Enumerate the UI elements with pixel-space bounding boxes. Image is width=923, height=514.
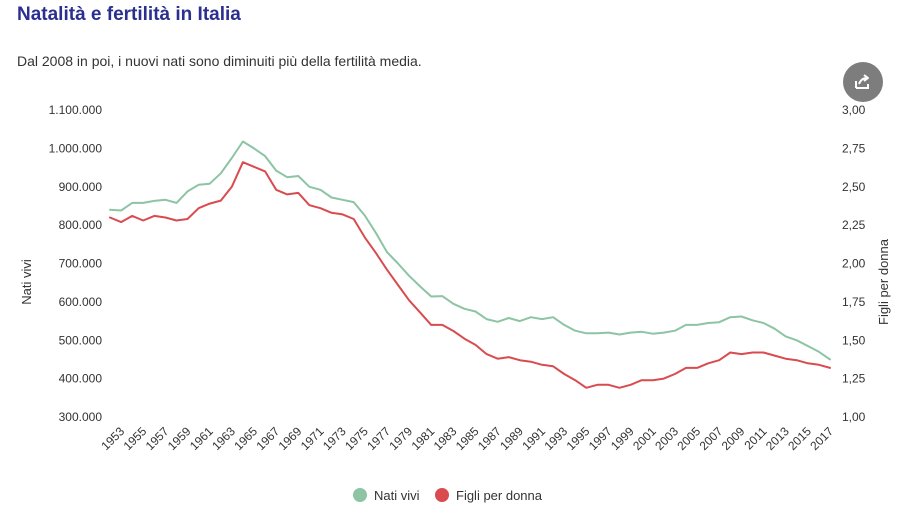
x-tick-label: 1989 [497, 424, 526, 453]
y2-tick-label: 2,50 [842, 180, 866, 194]
legend-nati-marker[interactable] [353, 488, 367, 502]
y2-tick-label: 1,75 [842, 295, 866, 309]
x-tick-label: 1991 [519, 424, 548, 453]
series-figli-per-donna-line[interactable] [109, 161, 831, 389]
y-axis-title: Nati vivi [19, 259, 34, 305]
legend-nati-label[interactable]: Nati vivi [374, 488, 420, 503]
y2-tick-label: 1,50 [842, 333, 866, 347]
x-tick-label: 1973 [320, 424, 349, 453]
y2-tick-label: 3,00 [842, 103, 866, 117]
x-tick-label: 2003 [652, 424, 681, 453]
x-tick-label: 1977 [364, 424, 393, 453]
x-tick-label: 1963 [209, 424, 238, 453]
share-icon [855, 74, 869, 89]
x-tick-label: 2009 [719, 424, 748, 453]
x-tick-label: 1995 [564, 424, 593, 453]
y2-tick-label: 2,75 [842, 141, 866, 155]
legend-figli-label[interactable]: Figli per donna [456, 488, 543, 503]
x-tick-label: 2013 [763, 424, 792, 453]
x-tick-label: 1961 [187, 424, 216, 453]
page-subtitle: Dal 2008 in poi, i nuovi nati sono dimin… [17, 53, 422, 69]
page-title: Natalità e fertilità in Italia [17, 4, 241, 25]
legend: Nati vivi Figli per donna [353, 488, 543, 503]
x-tick-label: 1985 [453, 424, 482, 453]
y2-tick-label: 1,00 [842, 410, 866, 424]
x-tick-label: 1975 [342, 424, 371, 453]
y2-tick-label: 1,25 [842, 372, 866, 386]
y2-tick-label: 2,00 [842, 257, 866, 271]
x-tick-label: 1969 [276, 424, 305, 453]
x-tick-label: 1983 [431, 424, 460, 453]
y-tick-label: 900.000 [59, 180, 103, 194]
y-tick-label: 800.000 [59, 218, 103, 232]
x-tick-label: 1967 [253, 424, 282, 453]
y-tick-label: 1.100.000 [49, 103, 103, 117]
y2-axis-title: Figli per donna [876, 238, 891, 325]
x-tick-label: 1993 [541, 424, 570, 453]
series-nati-vivi-line[interactable] [109, 140, 831, 361]
x-tick-label: 1953 [98, 424, 127, 453]
x-tick-label: 2005 [674, 424, 703, 453]
x-tick-label: 1955 [121, 424, 150, 453]
legend-figli-marker[interactable] [435, 488, 449, 502]
x-tick-label: 1987 [475, 424, 504, 453]
x-tick-label: 1957 [143, 424, 172, 453]
y2-tick-label: 2,25 [842, 218, 866, 232]
share-button[interactable] [843, 62, 883, 102]
x-tick-label: 1997 [586, 424, 615, 453]
x-tick-label: 2011 [742, 424, 770, 452]
x-tick-label: 1965 [231, 424, 260, 453]
y-tick-label: 600.000 [59, 295, 103, 309]
y-tick-label: 500.000 [59, 333, 103, 347]
x-tick-label: 1999 [608, 424, 637, 453]
x-tick-label: 1981 [409, 424, 438, 453]
x-tick-label: 2017 [807, 424, 836, 453]
x-tick-label: 1971 [298, 424, 327, 453]
y-tick-label: 700.000 [59, 257, 103, 271]
y-tick-label: 300.000 [59, 410, 103, 424]
x-tick-label: 1979 [386, 424, 415, 453]
x-tick-label: 1959 [165, 424, 194, 453]
y-tick-label: 1.000.000 [49, 141, 103, 155]
x-tick-label: 2001 [630, 424, 659, 453]
x-tick-label: 2007 [697, 424, 726, 453]
y-tick-label: 400.000 [59, 372, 103, 386]
x-tick-label: 2015 [785, 424, 814, 453]
